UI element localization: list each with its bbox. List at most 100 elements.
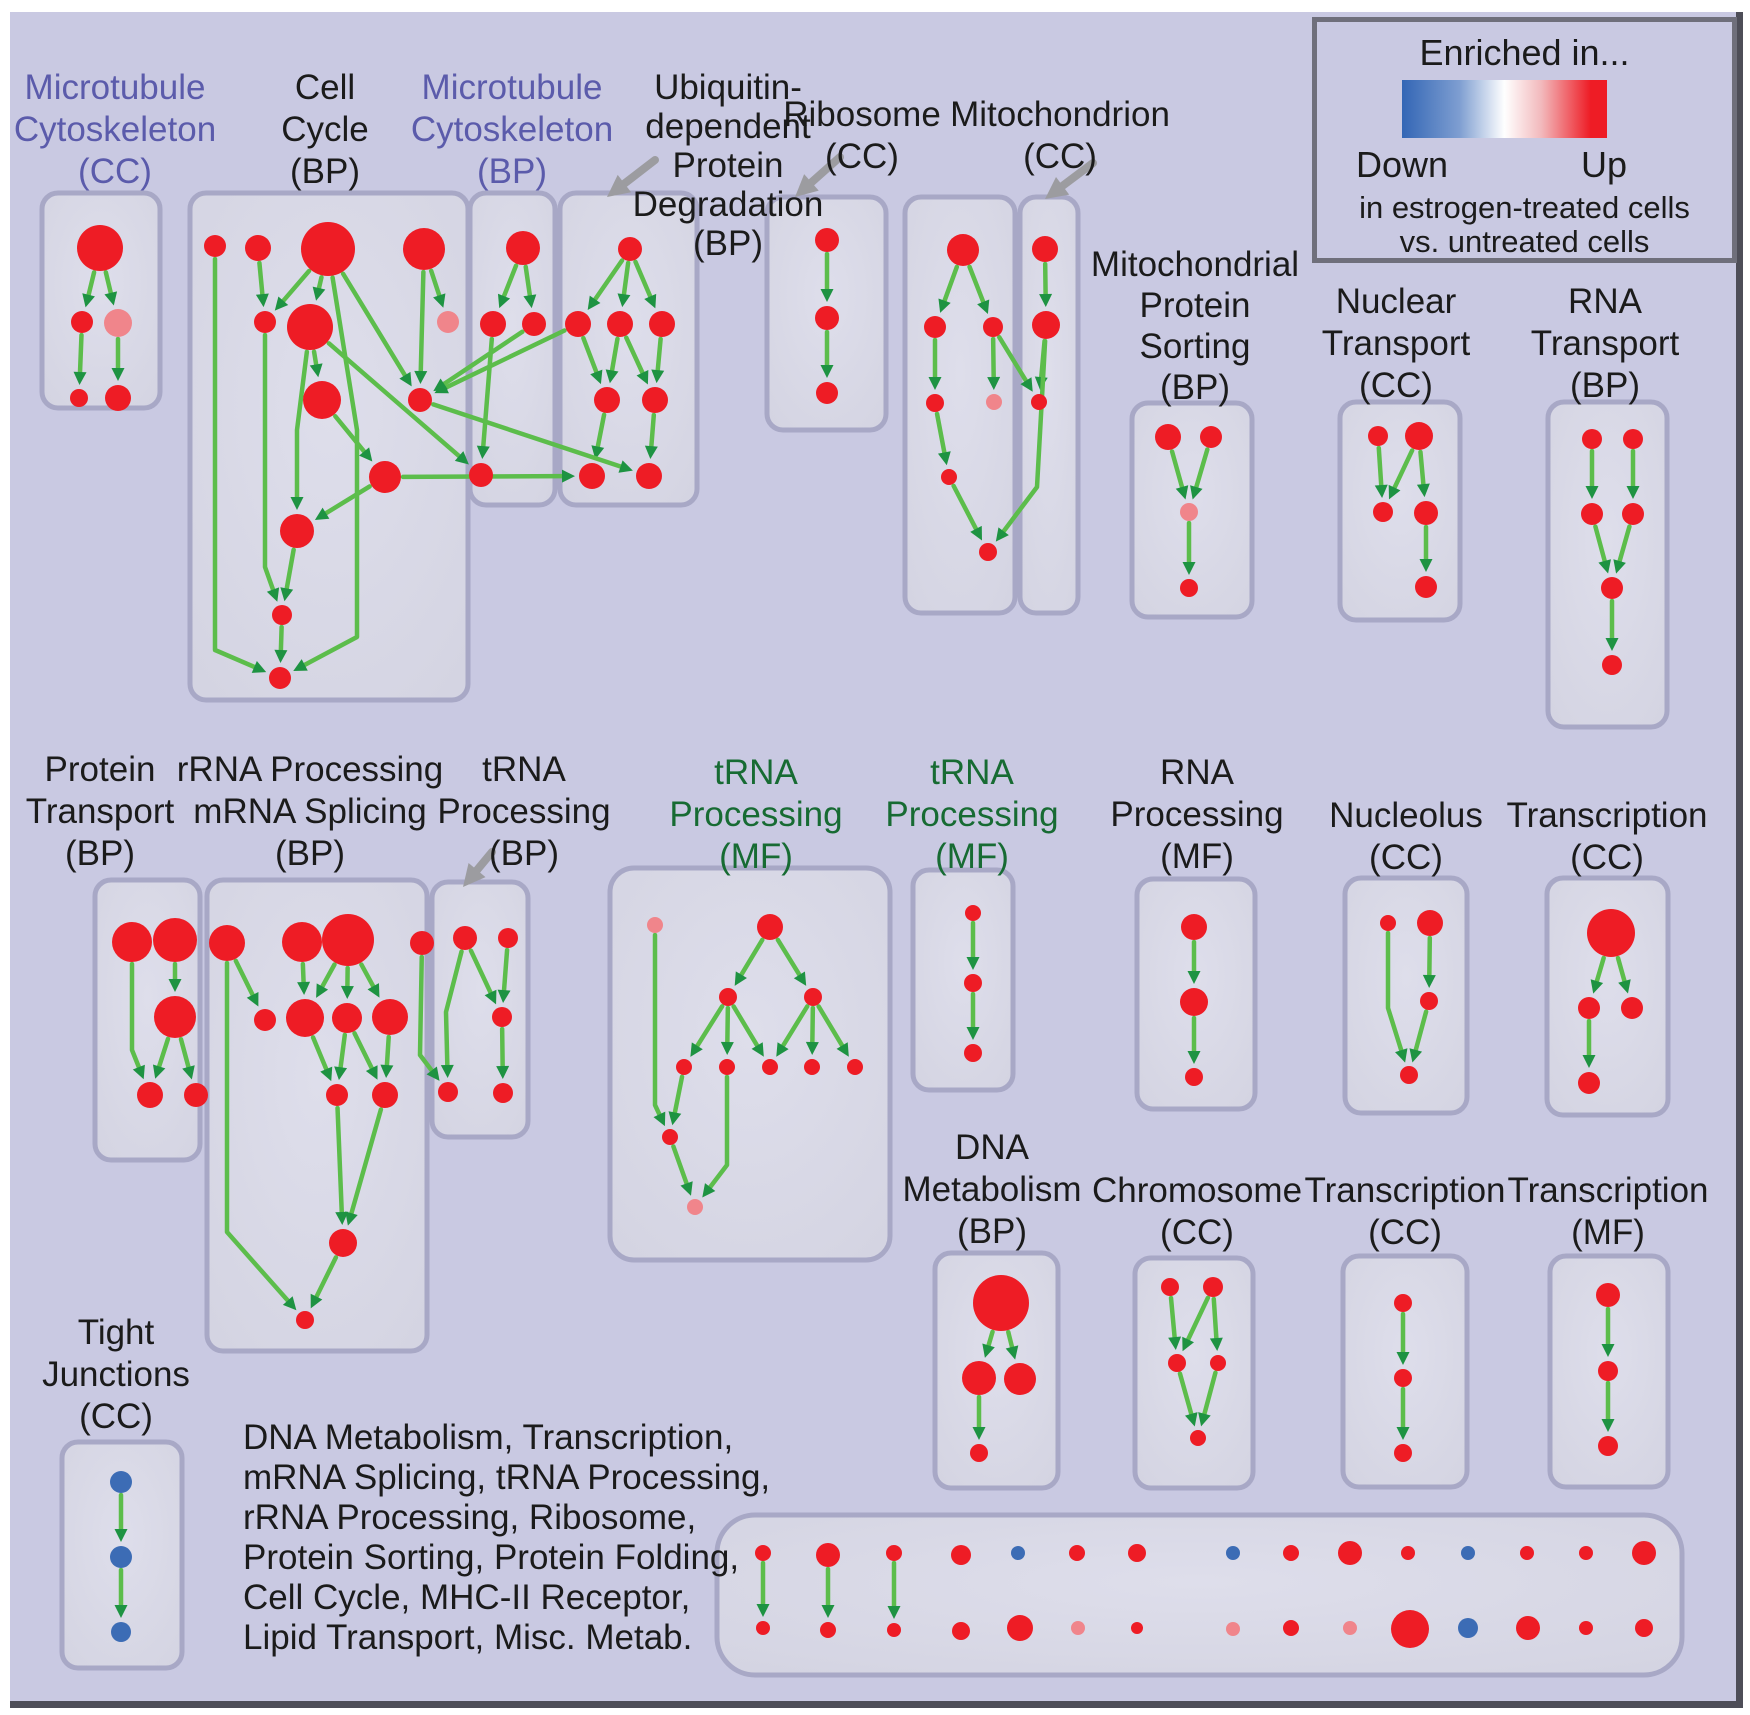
arrowhead-icon bbox=[399, 371, 412, 387]
arrowhead-icon bbox=[476, 445, 490, 460]
edge bbox=[349, 1107, 384, 1216]
node bbox=[1338, 1541, 1362, 1565]
edge bbox=[1058, 159, 1097, 190]
edge bbox=[340, 271, 408, 378]
arrowhead-icon bbox=[618, 460, 633, 473]
node bbox=[1578, 997, 1600, 1019]
arrowhead-icon bbox=[636, 370, 649, 385]
edge bbox=[1177, 1371, 1194, 1417]
node bbox=[1414, 501, 1438, 525]
arrowhead-icon bbox=[987, 376, 1001, 391]
node bbox=[1601, 577, 1623, 599]
arrowhead-icon bbox=[367, 983, 380, 998]
edge bbox=[359, 962, 376, 989]
node bbox=[498, 928, 518, 948]
node bbox=[204, 235, 226, 257]
edge bbox=[1006, 1329, 1015, 1350]
edge bbox=[224, 960, 291, 1303]
arrowhead-icon bbox=[617, 293, 631, 308]
node bbox=[1391, 1610, 1429, 1648]
edge bbox=[1202, 1370, 1218, 1417]
node bbox=[153, 918, 197, 962]
node bbox=[209, 925, 245, 961]
arrowhead-icon bbox=[1422, 974, 1436, 989]
edge bbox=[443, 328, 567, 390]
arrowhead-icon bbox=[1626, 486, 1640, 499]
node bbox=[110, 1546, 132, 1568]
arrowhead-icon bbox=[255, 293, 269, 308]
node bbox=[332, 1003, 362, 1033]
edge bbox=[1194, 447, 1210, 490]
arrowhead-icon bbox=[497, 989, 511, 1004]
node bbox=[1131, 1622, 1143, 1634]
edge bbox=[326, 341, 462, 459]
arrowhead-icon bbox=[887, 1606, 901, 1619]
edge bbox=[77, 332, 84, 375]
edge bbox=[310, 1035, 329, 1072]
edge bbox=[278, 624, 284, 653]
edge bbox=[418, 269, 426, 374]
node bbox=[964, 1044, 982, 1062]
node bbox=[594, 387, 620, 413]
node bbox=[1155, 424, 1181, 450]
edge bbox=[1168, 1295, 1177, 1340]
arrowhead-icon bbox=[1601, 1344, 1615, 1357]
arrowhead-icon bbox=[497, 293, 511, 309]
arrowhead-icon bbox=[644, 445, 658, 460]
edge bbox=[281, 268, 312, 304]
edge bbox=[1418, 449, 1426, 487]
arrowhead-icon bbox=[1190, 485, 1203, 500]
edge bbox=[431, 402, 623, 469]
edge bbox=[1169, 449, 1185, 490]
edge bbox=[333, 414, 367, 454]
arrowhead-icon bbox=[928, 377, 942, 390]
arrowhead-icon bbox=[653, 1111, 666, 1127]
node bbox=[1400, 1066, 1418, 1084]
arrowhead-icon bbox=[1182, 1336, 1195, 1352]
node bbox=[687, 1199, 703, 1215]
node bbox=[110, 1471, 132, 1493]
arrowhead-icon bbox=[1005, 1345, 1019, 1360]
node bbox=[607, 311, 633, 337]
arrowhead-icon bbox=[280, 587, 294, 602]
arrowhead-icon bbox=[820, 365, 834, 378]
arrowhead-icon bbox=[1395, 1048, 1408, 1063]
node bbox=[565, 311, 591, 337]
arrowhead-icon bbox=[297, 981, 311, 996]
edge bbox=[311, 349, 319, 367]
node bbox=[1368, 426, 1388, 446]
edge bbox=[672, 1074, 685, 1115]
edge bbox=[352, 1030, 374, 1071]
nodes-layer bbox=[70, 222, 1656, 1648]
arrowhead-icon bbox=[152, 1064, 166, 1079]
node bbox=[403, 228, 445, 270]
node bbox=[1373, 502, 1393, 522]
edge bbox=[671, 1144, 689, 1186]
edge bbox=[501, 263, 519, 299]
legend-title: Enriched in... bbox=[1419, 32, 1630, 73]
node bbox=[1031, 394, 1047, 410]
arrowhead-icon bbox=[111, 368, 125, 381]
edge bbox=[942, 264, 960, 303]
pointer-arrows-layer bbox=[463, 153, 1097, 887]
arrowhead-icon bbox=[1618, 979, 1631, 994]
edge bbox=[323, 484, 372, 516]
node bbox=[372, 999, 408, 1035]
arrowhead-icon bbox=[335, 1211, 349, 1226]
node bbox=[492, 1007, 512, 1027]
arrowhead-icon bbox=[320, 1066, 333, 1082]
edge bbox=[1594, 955, 1606, 984]
node bbox=[137, 1082, 163, 1108]
node bbox=[437, 311, 459, 333]
node bbox=[326, 1084, 348, 1106]
edge bbox=[473, 848, 496, 875]
node bbox=[973, 1275, 1029, 1331]
node bbox=[1161, 1278, 1179, 1296]
summary-text: DNA Metabolism, Transcription, mRNA Splic… bbox=[243, 1418, 770, 1658]
node bbox=[1032, 236, 1058, 262]
edge bbox=[1615, 955, 1627, 984]
edge bbox=[807, 153, 844, 187]
arrowhead-icon bbox=[454, 451, 469, 465]
edge bbox=[775, 937, 802, 978]
arrowhead-icon bbox=[966, 1027, 980, 1040]
